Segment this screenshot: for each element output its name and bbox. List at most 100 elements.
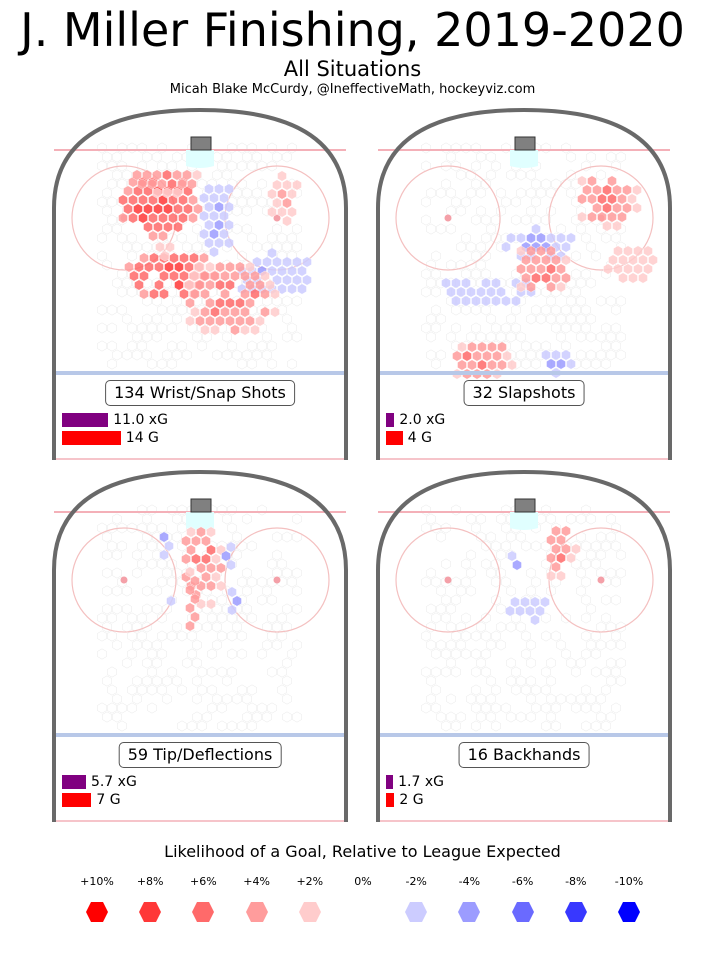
- hex-grid-cell: [481, 250, 491, 262]
- hex-grid-cell: [436, 313, 446, 325]
- heat-hex: [211, 571, 221, 583]
- heat-hex: [561, 272, 571, 284]
- hex-grid-cell: [576, 513, 586, 525]
- hex-grid-cell: [267, 702, 277, 714]
- hex-grid-cell: [451, 648, 461, 660]
- hex-grid-cell: [102, 585, 112, 597]
- xg-bar: [386, 413, 395, 427]
- heat-hex: [512, 559, 522, 571]
- hex-grid-cell: [242, 693, 252, 705]
- goals-bar: [62, 793, 92, 807]
- heat-hex: [520, 596, 530, 608]
- legend-label: +8%: [136, 875, 164, 888]
- heat-hex: [199, 192, 209, 204]
- hex-grid-cell: [451, 196, 461, 208]
- heat-hex: [200, 306, 210, 318]
- hex-grid-cell: [192, 711, 202, 723]
- heat-hex: [184, 261, 194, 273]
- hex-grid-cell: [491, 232, 501, 244]
- hex-grid-cell: [252, 241, 262, 253]
- hex-grid-cell: [167, 304, 177, 316]
- hex-grid-cell: [177, 504, 187, 516]
- hex-grid-cell: [102, 223, 112, 235]
- heat-hex: [199, 252, 209, 264]
- hex-grid-cell: [167, 340, 177, 352]
- hex-grid-cell: [247, 540, 257, 552]
- hex-grid-cell: [586, 603, 596, 615]
- hex-grid-cell: [471, 178, 481, 190]
- heat-hex: [292, 179, 302, 191]
- hex-grid-cell: [132, 241, 142, 253]
- hex-grid-cell: [127, 630, 137, 642]
- hex-grid-cell: [471, 630, 481, 642]
- hex-grid-cell: [97, 232, 107, 244]
- heat-hex: [613, 245, 623, 257]
- heat-hex: [282, 274, 292, 286]
- heat-hex: [159, 270, 169, 282]
- hex-grid-cell: [476, 151, 486, 163]
- heat-hex: [633, 245, 643, 257]
- heat-hex: [551, 543, 561, 555]
- heat-hex: [129, 270, 139, 282]
- hex-grid-cell: [516, 711, 526, 723]
- heat-hex: [220, 306, 230, 318]
- hex-grid-cell: [247, 160, 257, 172]
- hex-grid-cell: [521, 358, 531, 370]
- hex-grid-cell: [157, 684, 167, 696]
- heat-hex: [297, 265, 307, 277]
- hex-grid-cell: [182, 241, 192, 253]
- hex-grid-cell: [192, 693, 202, 705]
- heat-hex: [292, 256, 302, 268]
- hex-grid-cell: [127, 340, 137, 352]
- hex-grid-cell: [192, 223, 202, 235]
- hex-grid-cell: [117, 160, 127, 172]
- hex-grid-cell: [272, 295, 282, 307]
- hex-grid-cell: [282, 531, 292, 543]
- heat-hex: [516, 232, 526, 244]
- hex-grid-cell: [257, 504, 267, 516]
- hex-grid-cell: [117, 702, 127, 714]
- hex-grid-cell: [471, 720, 481, 732]
- hex-grid-cell: [102, 603, 112, 615]
- heat-hex: [154, 261, 164, 273]
- hex-grid-cell: [162, 349, 172, 361]
- heat-hex: [139, 252, 149, 264]
- legend-label: +2%: [296, 875, 324, 888]
- hex-grid-cell: [247, 232, 257, 244]
- hex-grid-cell: [491, 594, 501, 606]
- hex-grid-cell: [446, 259, 456, 271]
- xg-bar: [62, 775, 86, 789]
- hex-grid-cell: [272, 241, 282, 253]
- heat-hex: [260, 306, 270, 318]
- heat-hex: [252, 256, 262, 268]
- hex-grid-cell: [531, 304, 541, 316]
- legend-hex: [139, 902, 162, 922]
- hex-grid-cell: [576, 223, 586, 235]
- hex-grid-cell: [486, 169, 496, 181]
- hex-grid-cell: [481, 702, 491, 714]
- xg-bar-row: 11.0 xG: [62, 413, 168, 427]
- hex-grid-cell: [531, 178, 541, 190]
- hex-grid-cell: [611, 576, 621, 588]
- hex-grid-cell: [127, 322, 137, 334]
- xg-bar: [386, 775, 394, 789]
- hex-grid-cell: [272, 151, 282, 163]
- hex-grid-cell: [566, 693, 576, 705]
- heat-hex: [487, 359, 497, 371]
- heat-hex: [506, 232, 516, 244]
- hex-grid-cell: [436, 603, 446, 615]
- hex-grid-cell: [142, 513, 152, 525]
- heat-hex: [617, 193, 627, 205]
- heat-hex: [287, 283, 297, 295]
- goal-crease: [510, 150, 538, 168]
- hex-grid-cell: [581, 702, 591, 714]
- hex-grid-cell: [237, 160, 247, 172]
- heat-hex: [118, 212, 128, 224]
- hex-grid-cell: [262, 349, 272, 361]
- hex-grid-cell: [277, 612, 287, 624]
- hex-grid-cell: [292, 241, 302, 253]
- hex-grid-cell: [102, 531, 112, 543]
- heat-hex: [200, 324, 210, 336]
- hex-grid-cell: [581, 504, 591, 516]
- heat-hex: [192, 169, 202, 181]
